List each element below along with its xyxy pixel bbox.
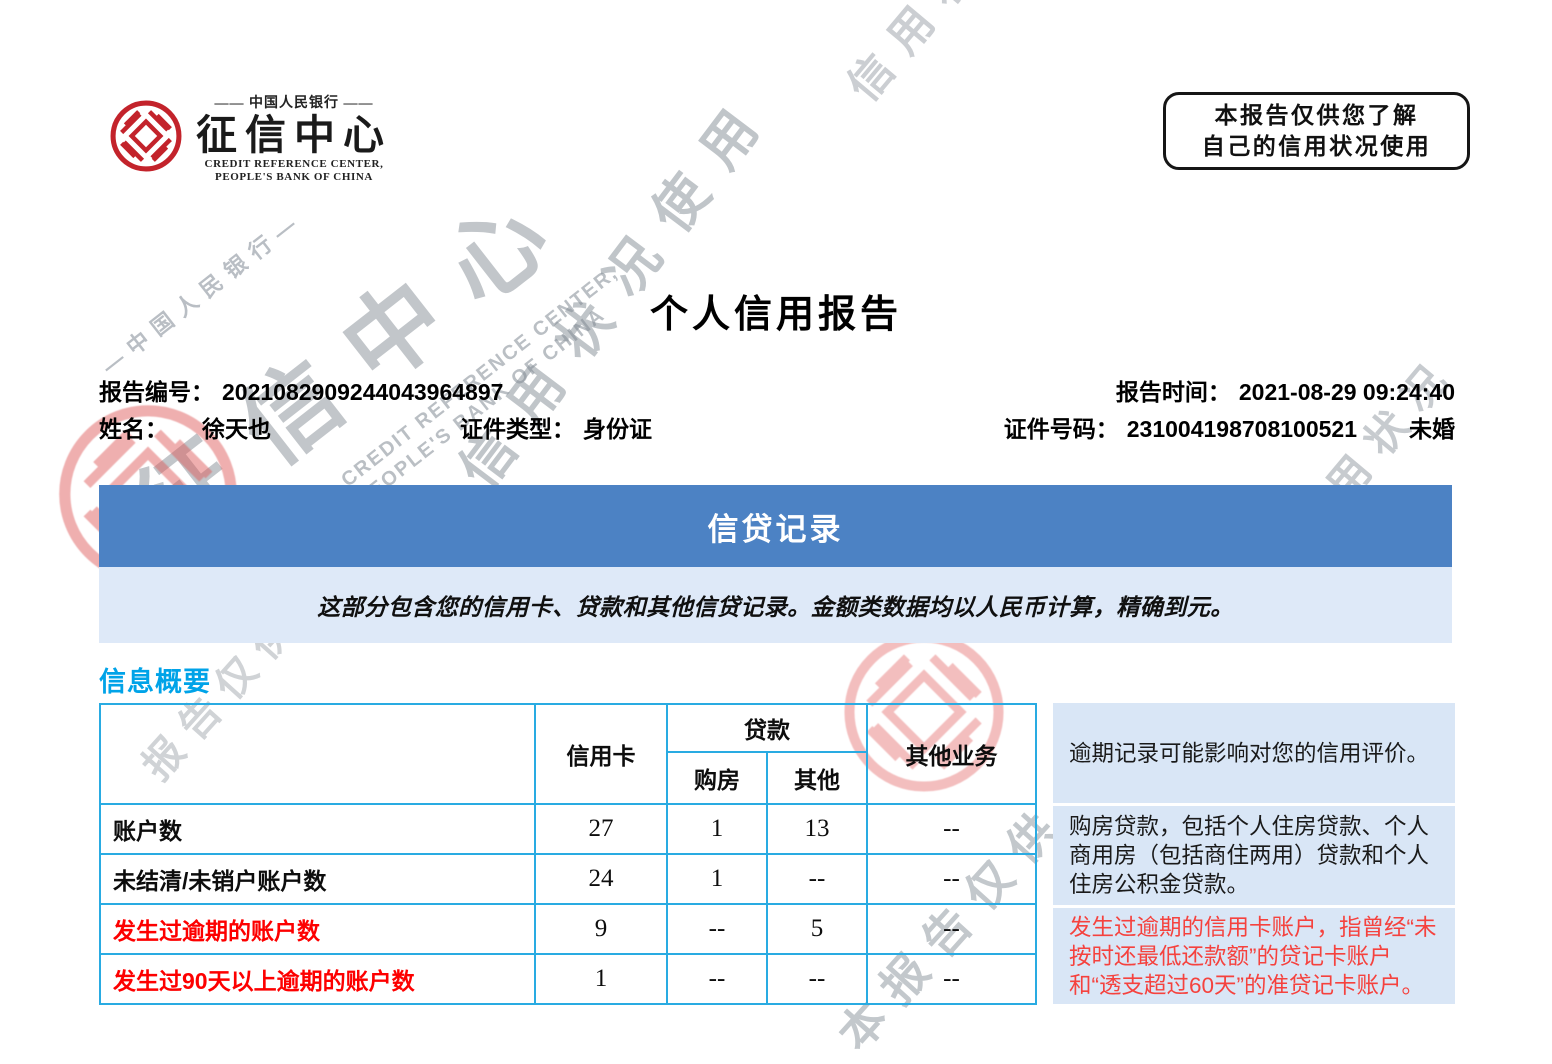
- id-number: 证件号码： 231004198708100521 未婚: [1003, 416, 1455, 442]
- report-time: 报告时间： 2021-08-29 09:24:40: [1115, 379, 1455, 405]
- logo-center-name: 征信中心: [196, 112, 392, 158]
- pboc-seal-icon: [108, 98, 184, 174]
- marital-status: 未婚: [1409, 416, 1455, 442]
- section-banner-subtitle: 这部分包含您的信用卡、贷款和其他信贷记录。金额类数据均以人民币计算，精确到元。: [99, 567, 1452, 643]
- credit-reference-center-logo: —— 中国人民银行 —— 征信中心 CREDIT REFERENCE CENTE…: [108, 92, 392, 184]
- usage-notice-line2: 自己的信用状况使用: [1201, 133, 1432, 159]
- table-row-overdue-accounts: 发生过逾期的账户数 9 -- 5 --: [99, 903, 1037, 955]
- summary-header-loan-other: 其他: [766, 751, 868, 805]
- summary-header-other-business: 其他业务: [866, 703, 1037, 805]
- summary-table-header-row2: 购房 其他: [100, 751, 1036, 805]
- table-row-open-accounts: 未结清/未销户账户数 24 1 -- --: [99, 853, 1037, 905]
- table-row-accounts: 账户数 27 1 13 --: [99, 803, 1037, 855]
- table-row-overdue-90days-accounts: 发生过90天以上逾期的账户数 1 -- -- --: [99, 953, 1037, 1005]
- logo-english-line1: CREDIT REFERENCE CENTER,: [204, 158, 384, 170]
- logo-text-block: —— 中国人民银行 —— 征信中心 CREDIT REFERENCE CENTE…: [196, 92, 392, 184]
- id-type: 证件类型： 身份证: [460, 416, 652, 442]
- summary-heading: 信息概要: [99, 667, 211, 697]
- summary-header-loan: 贷款: [666, 703, 868, 753]
- report-number: 报告编号： 2021082909244043964897: [99, 379, 504, 405]
- usage-notice-line1: 本报告仅供您了解: [1214, 102, 1419, 128]
- summary-header-empty: [99, 703, 536, 805]
- summary-table-header-row1: 信用卡 贷款 其他业务: [99, 703, 1037, 805]
- note-overdue-impact: 逾期记录可能影响对您的信用评价。: [1053, 703, 1455, 803]
- logo-english-line2: PEOPLE'S BANK OF CHINA: [215, 171, 373, 183]
- summary-header-credit-card: 信用卡: [534, 703, 668, 805]
- note-overdue-card-definition: 发生过逾期的信用卡账户，指曾经“未按时还最低还款额”的贷记卡账户和“透支超过60…: [1053, 908, 1455, 1004]
- summary-header-loan-house: 购房: [666, 751, 768, 805]
- summary-table: 信用卡 贷款 其他业务 购房 其他 账户数 27 1 13 -- 未结清/未销户…: [99, 703, 1037, 1005]
- person-name: 姓名： 徐天也: [99, 416, 271, 442]
- note-house-loan-definition: 购房贷款，包括个人住房贷款、个人商用房（包括商住两用）贷款和个人住房公积金贷款。: [1053, 806, 1455, 905]
- section-banner-credit-records: 信贷记录: [99, 485, 1452, 567]
- page-title: 个人信用报告: [649, 294, 902, 336]
- report-meta-row2: 姓名： 徐天也 证件类型： 身份证 证件号码： 231004198708100521 未…: [99, 411, 1455, 448]
- usage-notice-box: 本报告仅供您了解 自己的信用状况使用: [1163, 92, 1470, 170]
- section-banner-title: 信贷记录: [707, 511, 844, 547]
- report-meta-row1: 报告编号： 2021082909244043964897 报告时间： 2021-08…: [99, 374, 1455, 411]
- logo-bank-name: —— 中国人民银行 ——: [214, 96, 374, 111]
- report-meta: 报告编号： 2021082909244043964897 报告时间： 2021-08…: [99, 374, 1455, 448]
